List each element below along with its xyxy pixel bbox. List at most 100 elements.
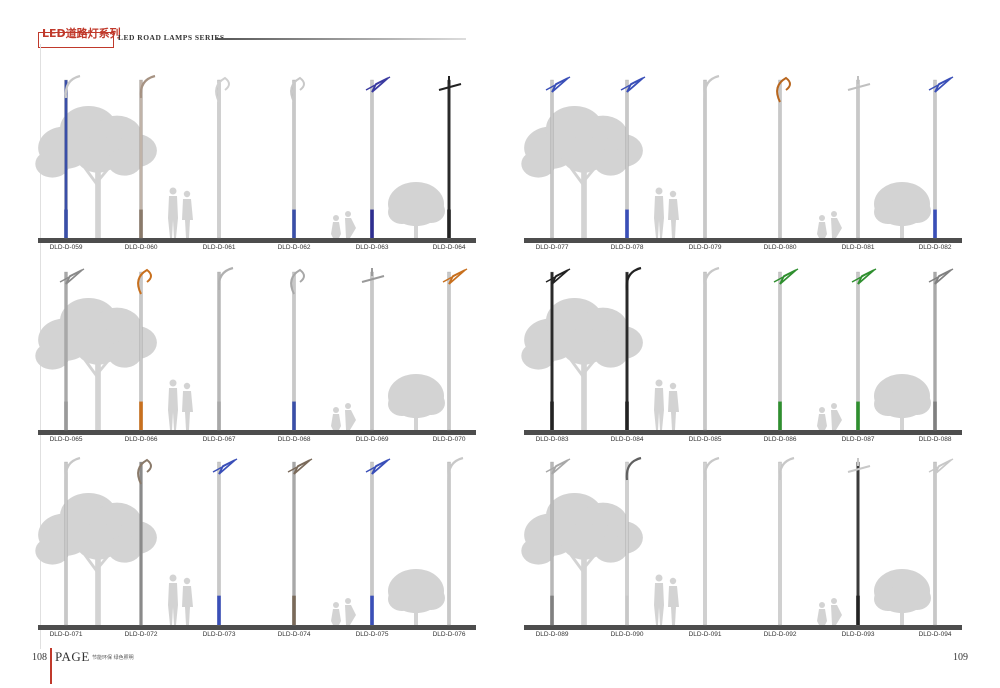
lamp-pole [447,461,451,626]
lamp-code-label: DLD-D-059 [49,244,83,251]
ground-strip [38,238,476,243]
header-divider [216,38,466,40]
lamp-arm [703,456,720,481]
lamp-base [370,595,374,625]
footer-left: 108 PAGE 节能环保 绿色照明 [32,648,272,688]
panel-p4 [521,266,962,435]
lamp-pole [778,79,782,239]
lamp-head [928,76,954,91]
page-word: PAGE [55,649,90,664]
page-number-right: 109 [953,652,968,663]
lamp-arm [215,76,230,103]
lamp-base [550,401,554,430]
panel-p1 [35,74,476,243]
lamp-code-label: DLD-D-089 [535,631,569,638]
lamp-pole [447,271,451,431]
lamp-base [625,595,629,625]
panel-p5 [35,456,476,630]
lamp-arm [217,266,234,291]
lamp-base [625,209,629,238]
lamp-pole [550,79,554,239]
lamp-base [933,401,937,430]
page-header: LED道路灯系列 LED ROAD LAMPS SERIES [38,26,466,52]
lamp-code-label: DLD-D-066 [124,436,158,443]
lamp-code-label: DLD-D-082 [918,244,952,251]
lamp-base [292,401,296,430]
lamp-code-label: DLD-D-065 [49,436,83,443]
lamp-head [365,458,391,473]
lamp-pole [139,461,143,626]
series-title: LED ROAD LAMPS SERIES [118,33,225,42]
page-number-left: 108 [32,652,47,663]
lamp-base [550,595,554,625]
lamp-code-label: DLD-D-062 [277,244,311,251]
ground-strip [38,430,476,435]
lamp-code-label: DLD-D-094 [918,631,952,638]
brand-title: LED道路灯系列 [42,27,121,40]
lamp-head [442,268,468,283]
lamp-head [545,268,571,283]
lamp-code-label: DLD-D-090 [610,631,644,638]
panel-p6 [521,456,962,630]
lamp-pole [370,271,374,431]
lamp-pole [778,461,782,626]
lamp-head [545,458,571,473]
lamp-arm [847,83,871,91]
lamp-arm [139,74,156,99]
lamp-code-label: DLD-D-073 [202,631,236,638]
lamp-code-label: DLD-D-060 [124,244,158,251]
lamp-code-label: DLD-D-079 [688,244,722,251]
lamp-code-label: DLD-D-063 [355,244,389,251]
lamp-code-label: DLD-D-074 [277,631,311,638]
lamp-arm [625,456,642,481]
lamp-pole [856,79,860,239]
lamp-base [856,401,860,430]
panel-p2 [521,74,962,243]
lamp-arm [361,275,385,283]
lamp-arm [137,268,152,295]
lamp-base [217,595,221,625]
lamp-arm [778,456,795,481]
lamp-head [928,268,954,283]
panel-p3 [35,266,476,435]
lamp-code-label: DLD-D-068 [277,436,311,443]
lamp-head [620,76,646,91]
lamp-base [625,401,629,430]
lamp-head [545,76,571,91]
lamp-arm [447,456,464,481]
lamp-pole [933,461,937,626]
lamp-arm [847,465,871,473]
lamp-arm [703,74,720,99]
lamp-code-label: DLD-D-078 [610,244,644,251]
footer-tagline: 节能环保 绿色照明 [92,655,134,661]
lamp-base [64,209,68,238]
lamp-code-label: DLD-D-084 [610,436,644,443]
lamp-code-label: DLD-D-081 [841,244,875,251]
lamp-code-label: DLD-D-088 [918,436,952,443]
lamp-head [928,458,954,473]
lamp-arm [703,266,720,291]
lamp-code-label: DLD-D-091 [688,631,722,638]
lamp-code-label: DLD-D-087 [841,436,875,443]
ground-strip [524,625,962,630]
lamp-head [851,268,877,283]
lamp-code-label: DLD-D-077 [535,244,569,251]
lamp-arm [64,456,81,481]
lamp-code-label: DLD-D-093 [841,631,875,638]
lamp-code-label: DLD-D-075 [355,631,389,638]
lamp-code-label: DLD-D-092 [763,631,797,638]
lamp-base [370,209,374,238]
lamp-code-label: DLD-D-071 [49,631,83,638]
lamp-code-label: DLD-D-086 [763,436,797,443]
lamp-head [212,458,238,473]
lamp-base [856,595,860,625]
lamp-code-label: DLD-D-064 [432,244,466,251]
ground-strip [524,430,962,435]
lamp-arm [290,76,305,103]
lamp-head [773,268,799,283]
lamp-code-label: DLD-D-061 [202,244,236,251]
ground-strip [38,625,476,630]
lamp-code-label: DLD-D-069 [355,436,389,443]
lamp-code-label: DLD-D-080 [763,244,797,251]
